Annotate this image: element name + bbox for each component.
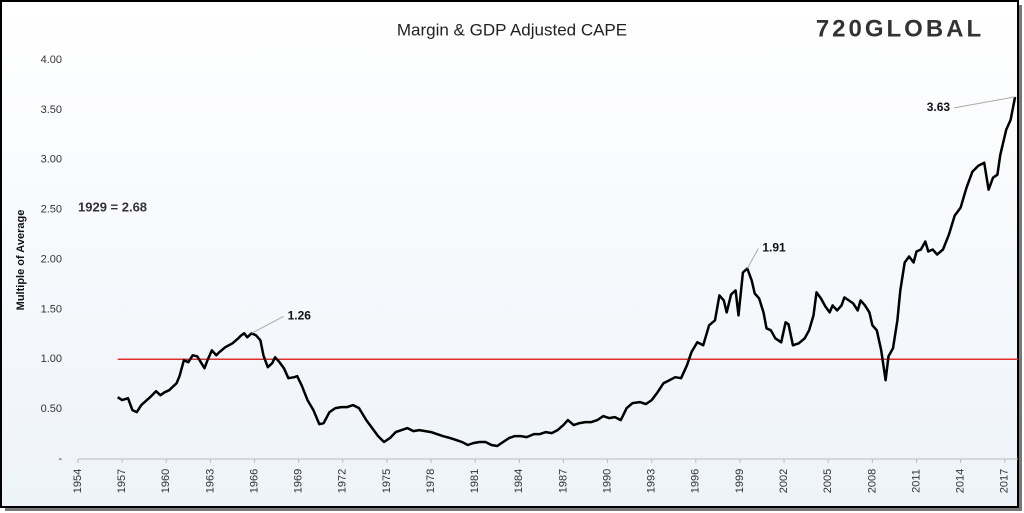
y-tick-label: 4.00 [41,54,62,66]
y-axis-label: Multiple of Average [15,210,27,311]
x-tick-label: 1960 [160,469,172,493]
data-line [117,96,1017,448]
x-tick-label: 1981 [469,469,481,493]
annotation-label: 1.26 [288,308,312,322]
x-tick-label: 1996 [690,469,702,493]
x-tick-label: 2008 [866,469,878,493]
annotation-label: 3.63 [927,100,951,114]
y-tick-label: 0.50 [41,403,62,415]
x-tick-label: 1999 [734,469,746,493]
x-tick-label: 2017 [999,469,1011,493]
annotation-leader [746,248,759,269]
chart-title: Margin & GDP Adjusted CAPE [397,20,627,39]
x-tick-label: 1954 [72,469,84,493]
x-tick-label: 1990 [601,469,613,493]
x-tick-label: 2005 [822,469,834,493]
x-tick-label: 1963 [204,469,216,493]
y-tick-label: 1.00 [41,353,62,365]
x-tick-label: 1993 [646,469,658,493]
annotation-leader [953,96,1016,109]
annotation-leader [251,315,284,334]
y-tick-label: 3.00 [41,154,62,166]
y-tick-label: 2.00 [41,253,62,265]
x-tick-label: 2014 [955,469,967,493]
x-tick-label: 2011 [910,469,922,493]
note: 1929 = 2.68 [78,199,147,214]
x-tick-label: 1984 [513,469,525,493]
x-tick-label: 1957 [116,469,128,493]
annotation-label: 1.91 [762,241,786,255]
x-tick-label: 1972 [337,469,349,493]
x-tick-label: 1969 [293,469,305,493]
x-tick-label: 1987 [557,469,569,493]
x-tick-label: 1978 [425,469,437,493]
y-tick-label: - [58,453,62,465]
y-tick-label: 2.50 [41,204,62,216]
x-tick-label: 1975 [381,469,393,493]
y-tick-label: 3.50 [41,104,62,116]
logo: 720GLOBAL [816,15,984,42]
y-tick-label: 1.50 [41,303,62,315]
x-tick-label: 2002 [778,469,790,493]
x-tick-label: 1966 [248,469,260,493]
